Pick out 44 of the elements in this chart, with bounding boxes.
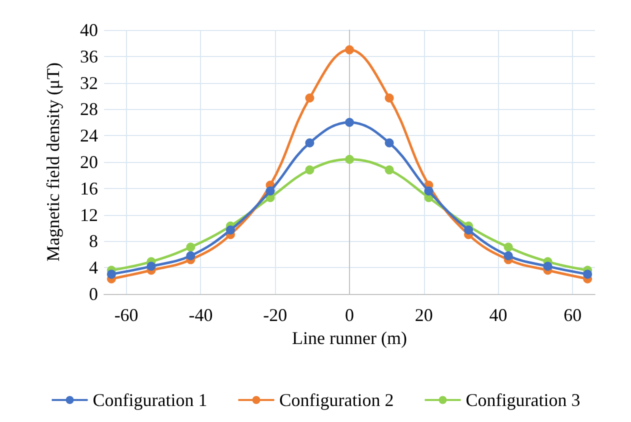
y-tick-label: 4: [89, 258, 98, 278]
point: [384, 165, 394, 174]
y-tick-label: 40: [80, 20, 98, 40]
point: [305, 93, 314, 102]
legend-label: Configuration 3: [466, 390, 580, 410]
point: [464, 225, 474, 234]
point: [345, 154, 354, 164]
point: [504, 251, 513, 260]
y-tick-label: 12: [80, 204, 98, 225]
y-tick-label: 28: [80, 99, 98, 120]
point: [186, 251, 196, 260]
y-tick-label: 20: [80, 152, 98, 172]
x-tick-label: 0: [345, 305, 354, 325]
x-axis-title: Line runner (m): [292, 328, 407, 348]
legend-label: Configuration 2: [279, 390, 394, 410]
point: [106, 270, 116, 279]
point: [384, 138, 394, 148]
y-axis-title: Magnetic field density (μT): [43, 62, 63, 262]
y-tick-label: 0: [89, 284, 98, 304]
point: [305, 165, 314, 174]
point: [345, 118, 354, 127]
y-tick-label: 32: [80, 72, 98, 93]
point: [345, 45, 354, 54]
x-tick-label: -40: [188, 305, 213, 325]
x-tick-label: 40: [489, 305, 508, 325]
y-tick-label: 16: [80, 178, 98, 198]
legend-label: Configuration 1: [92, 390, 208, 410]
point: [543, 262, 552, 271]
x-tick-label: -60: [114, 305, 138, 325]
point: [504, 242, 513, 252]
y-tick-label: 36: [80, 46, 98, 66]
point: [186, 242, 196, 252]
point: [305, 138, 314, 148]
point: [424, 186, 434, 196]
point: [226, 225, 235, 234]
x-tick-label: 60: [564, 305, 582, 325]
y-tick-label: 8: [89, 231, 98, 252]
y-tick-label: 24: [80, 126, 98, 146]
point: [146, 262, 156, 271]
point: [384, 93, 394, 102]
x-tick-label: 20: [414, 305, 433, 325]
point: [266, 186, 275, 196]
x-tick-label: -20: [263, 305, 288, 325]
point: [583, 270, 592, 279]
